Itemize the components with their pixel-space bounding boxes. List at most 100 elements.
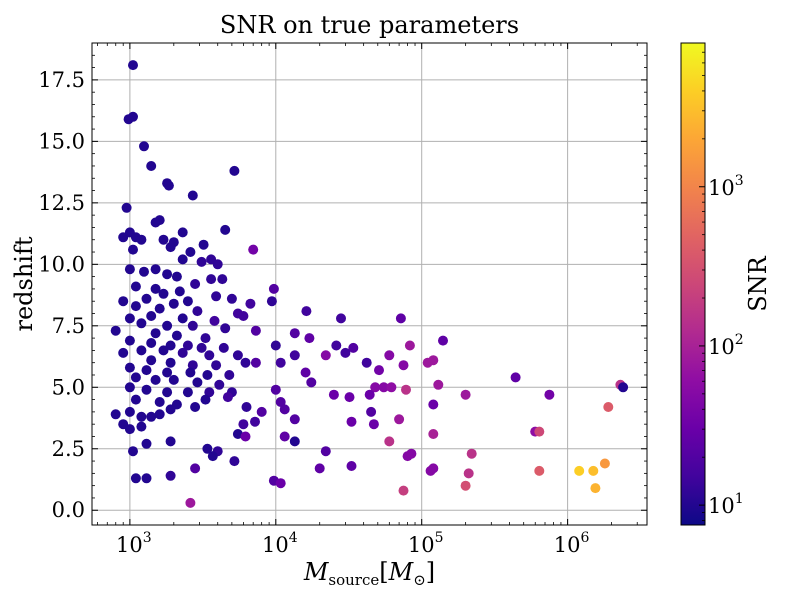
scatter-point [289,350,300,361]
scatter-point [224,370,235,380]
scatter-point [364,389,375,400]
scatter-point [187,320,198,331]
scatter-point [128,60,138,71]
scatter-point [241,402,252,412]
scatter-point [190,463,201,474]
scatter-point [266,296,277,307]
colorbar-tick-label: 101 [708,491,744,518]
scatter-point [240,431,251,442]
x-tick-label: 103 [116,530,152,557]
scatter-point [158,345,169,356]
scatter-point [463,468,474,479]
colorbar [681,43,705,525]
scatter-point [185,497,196,508]
y-tick-label: 0.0 [52,498,85,522]
scatter-point [378,382,389,393]
scatter-point [171,271,182,282]
scatter-point [124,362,135,373]
scatter-point [118,232,129,243]
scatter-point [200,394,211,405]
scatter-point [146,161,157,171]
scatter-point [204,387,215,398]
scatter-point [398,485,409,496]
scatter-point [162,269,173,280]
scatter-point [250,416,260,427]
chart-title: SNR on true parameters [220,11,519,39]
scatter-point [226,293,237,304]
scatter-point [202,443,213,454]
scatter-point [348,342,359,353]
scatter-point [460,480,471,491]
scatter-point [150,283,161,294]
scatter-point [618,382,629,393]
scatter-point [121,202,132,213]
grid-lines [92,43,647,525]
scatter-point [428,429,439,439]
scatter-point [229,456,240,467]
scatter-point [192,377,203,388]
scatter-point [217,274,228,285]
scatter-point [229,165,240,176]
scatter-point [165,436,176,447]
scatter-point [136,411,147,422]
scatter-point [209,315,220,326]
scatter-point [320,446,331,457]
scatter-point [130,372,141,383]
scatter-point [289,414,300,425]
scatter-point [154,397,165,407]
scatter-point [130,394,141,405]
scatter-point [304,333,315,344]
scatter-point [404,340,415,351]
scatter-point [395,313,406,324]
x-tick-label: 105 [408,530,444,557]
colorbar-frame [680,42,706,526]
scatter-point [406,448,417,459]
scatter-point [182,387,193,398]
scatter-point [165,470,176,481]
scatter-point [232,429,243,439]
scatter-point [204,350,215,361]
scatter-point [177,313,188,324]
scatter-point [150,217,161,228]
scatter-point [196,256,207,267]
scatter-point [150,264,161,275]
scatter-point [314,463,325,474]
y-axis-ticks: 0.0 2.5 5.0 7.5 10.0 12.5 15.0 17.5 [38,42,647,522]
plot-frame [91,42,648,526]
scatter-point [202,370,213,380]
scatter-point [384,436,395,447]
x-axis-label: Msource[M⊙] [303,558,435,589]
data-points [110,60,629,508]
scatter-point [370,382,381,393]
scatter-point [185,367,196,378]
scatter-point [270,340,281,351]
scatter-point [162,387,173,398]
y-tick-label: 17.5 [38,68,85,92]
scatter-point [124,382,135,393]
x-axis-ticks: 103 104 105 106 [97,43,638,557]
scatter-point [196,342,207,353]
scatter-point [177,347,188,358]
scatter-point [394,414,405,425]
scatter-point [220,323,231,334]
scatter-point [124,313,135,324]
scatter-point [158,234,169,245]
scatter-point [289,328,300,339]
scatter-point [346,416,357,427]
scatter-point [336,313,346,324]
scatter-point [192,306,203,317]
colorbar-label: SNR [744,255,772,311]
scatter-point [165,357,176,368]
scatter-point [211,360,222,371]
scatter-point [136,234,147,245]
scatter-point [218,342,229,353]
scatter-point [289,436,300,447]
scatter-point [206,274,217,285]
scatter-point [268,283,279,294]
scatter-point [433,379,444,390]
scatter-point [331,340,342,351]
scatter-point [118,347,129,358]
scatter-point [171,330,182,341]
scatter-point [130,281,141,292]
scatter-point [368,419,379,430]
